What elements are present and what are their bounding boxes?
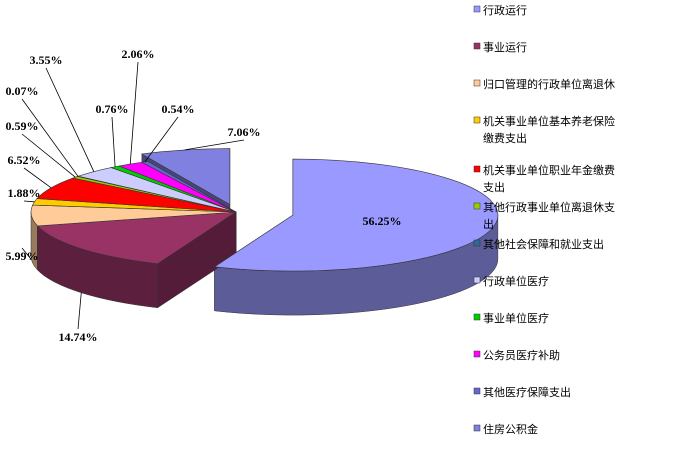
legend-label-4: 缴费支出: [483, 131, 527, 145]
legend-label-6: 其他行政事业单位离退休支: [483, 200, 615, 214]
legend-label-11: 其他医疗保障支出: [483, 385, 571, 399]
legend-swatch-3: [473, 79, 481, 87]
legend-swatch-11: [473, 387, 481, 395]
legend-swatch-4: [473, 116, 481, 124]
slice-label-5: 6.52%: [8, 153, 41, 167]
legend-swatch-6: [473, 202, 481, 210]
leader-line-3: [21, 247, 32, 260]
pie-top-layer: [30, 148, 499, 272]
legend-label-5: 支出: [483, 180, 505, 194]
leader-line-7: [21, 98, 79, 177]
legend-label-12: 住房公积金: [483, 422, 538, 436]
leader-line-8: [45, 67, 95, 172]
legend-swatch-8: [473, 276, 481, 284]
legend-swatch-5: [473, 165, 481, 173]
slice-label-10: 2.06%: [122, 47, 155, 61]
legend-label-2: 事业运行: [483, 41, 527, 54]
legend-swatch-12: [473, 424, 481, 432]
slice-label-1: 56.25%: [363, 214, 402, 228]
leader-line-11: [144, 116, 179, 163]
legend-label-9: 事业单位医疗: [483, 311, 549, 325]
slice-label-8: 3.55%: [30, 53, 63, 67]
slice-label-3: 5.99%: [6, 249, 39, 263]
legend-label-8: 行政单位医疗: [483, 274, 549, 288]
legend-swatch-7: [473, 239, 481, 247]
slice-label-2: 14.74%: [59, 330, 98, 344]
legend-swatch-2: [473, 42, 481, 50]
leader-line-12: [184, 139, 245, 151]
leader-line-6: [21, 133, 76, 178]
legend-label-1: 行政运行: [483, 3, 527, 17]
leader-line-9: [111, 116, 116, 167]
leader-line-2: [77, 292, 82, 330]
leader-lines: [21, 61, 245, 330]
leader-line-10: [129, 61, 139, 165]
legend-label-3: 归口管理的行政单位离退休: [483, 77, 615, 91]
slice-label-11: 0.54%: [162, 102, 195, 116]
slice-labels: 56.25% 14.74% 5.99% 1.88% 6.52% 0.59% 0.07% 3.5…: [6, 47, 402, 344]
slice-label-4: 1.88%: [8, 186, 41, 200]
legend-label-7: 其他社会保障和就业支出: [483, 237, 604, 251]
leader-line-5: [23, 167, 52, 189]
slice-1: [213, 158, 499, 272]
legend-label-10: 公务员医疗补助: [483, 348, 560, 362]
legend-label-6: 出: [483, 217, 494, 231]
slice-label-9: 0.76%: [96, 102, 129, 116]
legend-label-4: 机关事业单位基本养老保险: [483, 114, 615, 128]
legend-swatch-10: [473, 350, 481, 358]
legend-swatch-1: [473, 5, 481, 13]
legend-label-5: 机关事业单位职业年金缴费: [483, 163, 615, 177]
slice-label-7: 0.07%: [6, 84, 39, 98]
legend: 行政运行事业运行归口管理的行政单位离退休机关事业单位基本养老保险缴费支出机关事业…: [473, 3, 615, 436]
legend-swatch-9: [473, 313, 481, 321]
slice-label-6: 0.59%: [6, 119, 39, 133]
slice-2: [36, 211, 238, 265]
slice-label-12: 7.06%: [228, 125, 261, 139]
leader-line-4: [23, 200, 35, 203]
